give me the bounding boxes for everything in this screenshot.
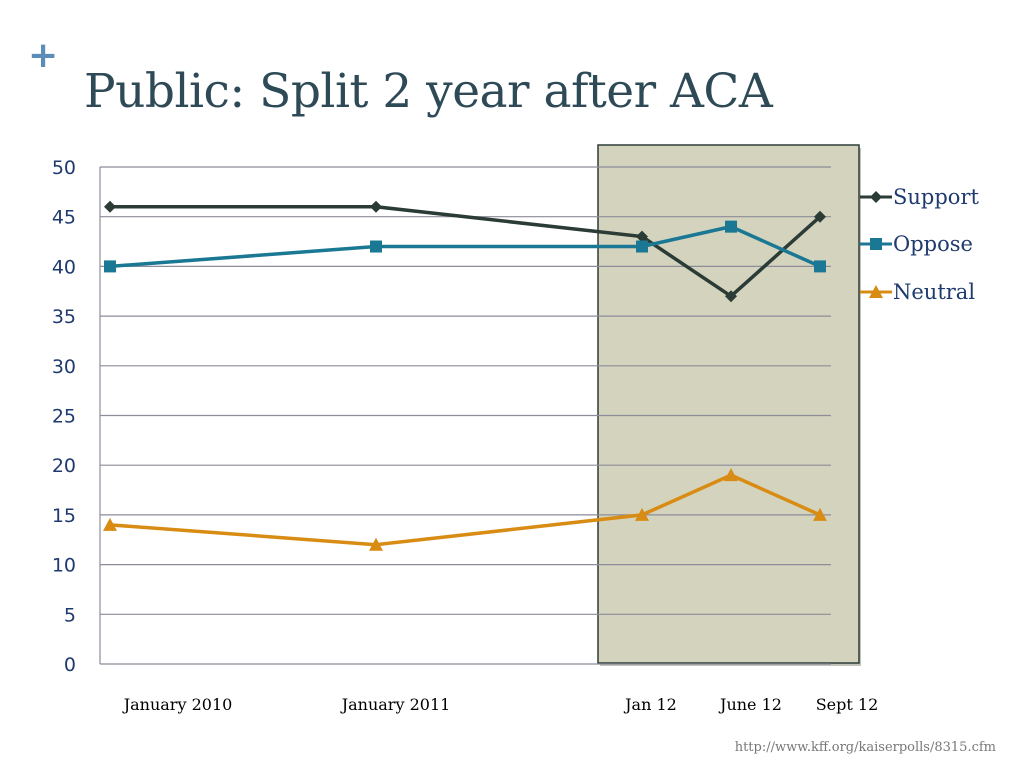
y-tick-label: 40 <box>52 256 76 278</box>
y-tick-label: 45 <box>52 207 76 229</box>
neutral-point <box>369 537 383 551</box>
support-point <box>725 290 737 303</box>
neutral-point <box>103 517 117 531</box>
oppose-point <box>636 240 648 253</box>
y-tick-label: 20 <box>52 455 76 477</box>
support-point <box>636 230 648 243</box>
legend-label-oppose: Oppose <box>893 232 973 256</box>
support-point <box>814 210 826 223</box>
x-tick-label: Sept 12 <box>816 695 879 714</box>
legend-marker-support <box>870 191 882 203</box>
x-tick-label: June 12 <box>718 695 782 714</box>
legend-marker-oppose <box>870 238 882 250</box>
oppose-point <box>104 260 116 273</box>
x-tick-label: January 2011 <box>340 695 451 714</box>
y-tick-label: 30 <box>52 356 76 378</box>
slide-title: Public: Split 2 year after ACA <box>84 64 773 119</box>
y-tick-label: 35 <box>52 306 76 328</box>
legend-label-support: Support <box>893 185 979 209</box>
plus-icon: + <box>28 35 59 76</box>
x-tick-label: Jan 12 <box>623 695 677 714</box>
y-tick-label: 0 <box>64 654 76 676</box>
neutral-point <box>813 507 827 521</box>
source-url: http://www.kff.org/kaiserpolls/8315.cfm <box>734 740 996 755</box>
y-tick-label: 50 <box>52 157 76 179</box>
y-tick-label: 5 <box>64 604 76 626</box>
y-tick-label: 10 <box>52 555 76 577</box>
legend-marker-neutral <box>869 285 883 298</box>
oppose-point <box>725 220 737 233</box>
legend-label-neutral: Neutral <box>893 280 975 304</box>
neutral-point <box>724 468 738 482</box>
neutral-point <box>635 507 649 521</box>
support-point <box>104 200 116 213</box>
x-tick-label: January 2010 <box>122 695 233 714</box>
support-point <box>370 200 382 213</box>
y-tick-label: 25 <box>52 406 76 428</box>
y-tick-label: 15 <box>52 505 76 527</box>
oppose-point <box>370 240 382 253</box>
oppose-point <box>814 260 826 273</box>
